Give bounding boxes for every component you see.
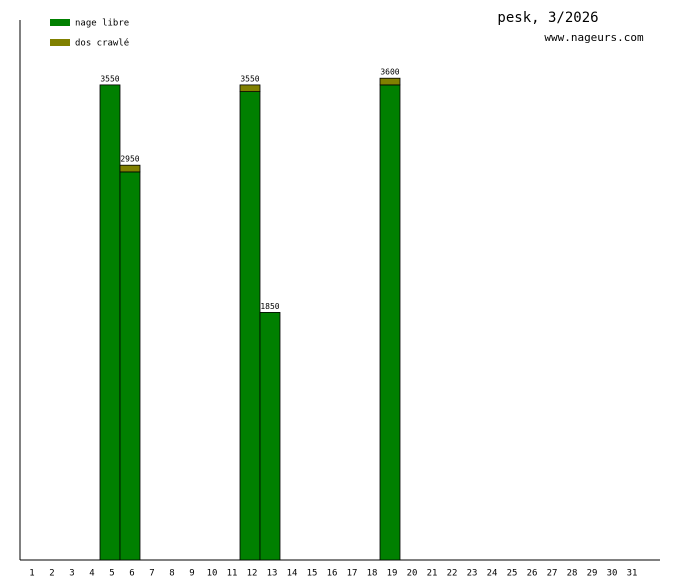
x-tick-label: 8 xyxy=(169,569,174,579)
x-tick-label: 27 xyxy=(547,569,558,579)
x-tick-label: 18 xyxy=(367,569,378,579)
legend-swatch xyxy=(50,39,70,46)
x-tick-label: 1 xyxy=(29,569,34,579)
x-tick-label: 16 xyxy=(327,569,338,579)
x-tick-label: 21 xyxy=(427,569,438,579)
x-tick-label: 26 xyxy=(527,569,538,579)
x-tick-label: 29 xyxy=(587,569,598,579)
x-tick-label: 7 xyxy=(149,569,154,579)
bar-segment xyxy=(119,164,141,173)
chart-subtitle: www.nageurs.com xyxy=(544,31,644,44)
legend-label: nage libre xyxy=(75,19,129,29)
x-tick-label: 24 xyxy=(487,569,498,579)
bar-segment xyxy=(259,312,281,561)
x-tick-label: 13 xyxy=(267,569,278,579)
x-tick-label: 2 xyxy=(49,569,54,579)
x-tick-label: 4 xyxy=(89,569,94,579)
x-tick-label: 25 xyxy=(507,569,518,579)
legend-swatch xyxy=(50,19,70,26)
x-tick-label: 11 xyxy=(227,569,238,579)
x-tick-label: 28 xyxy=(567,569,578,579)
data-label: 1850 xyxy=(260,302,279,311)
bar-segment xyxy=(239,91,261,561)
x-tick-label: 5 xyxy=(109,569,114,579)
x-tick-label: 17 xyxy=(347,569,358,579)
x-tick-label: 22 xyxy=(447,569,458,579)
x-tick-label: 12 xyxy=(247,569,258,579)
x-tick-label: 9 xyxy=(189,569,194,579)
bar-segment xyxy=(239,84,261,92)
x-tick-label: 19 xyxy=(387,569,398,579)
x-tick-label: 23 xyxy=(467,569,478,579)
data-label: 3550 xyxy=(100,74,119,83)
x-tick-label: 6 xyxy=(129,569,134,579)
data-label: 3550 xyxy=(240,74,259,83)
data-label: 2950 xyxy=(120,155,139,164)
x-tick-label: 14 xyxy=(287,569,298,579)
bar-segment xyxy=(379,84,401,561)
x-tick-label: 3 xyxy=(69,569,74,579)
bar-segment xyxy=(119,171,141,561)
x-tick-label: 30 xyxy=(607,569,618,579)
legend-label: dos crawlé xyxy=(75,38,129,49)
x-tick-label: 10 xyxy=(207,569,218,579)
x-tick-label: 15 xyxy=(307,569,318,579)
x-tick-label: 20 xyxy=(407,569,418,579)
bar-segment xyxy=(379,77,401,86)
data-label: 3600 xyxy=(380,68,399,77)
bar-segment xyxy=(99,84,121,561)
chart-title: pesk, 3/2026 xyxy=(497,10,598,26)
x-tick-label: 31 xyxy=(627,569,638,579)
